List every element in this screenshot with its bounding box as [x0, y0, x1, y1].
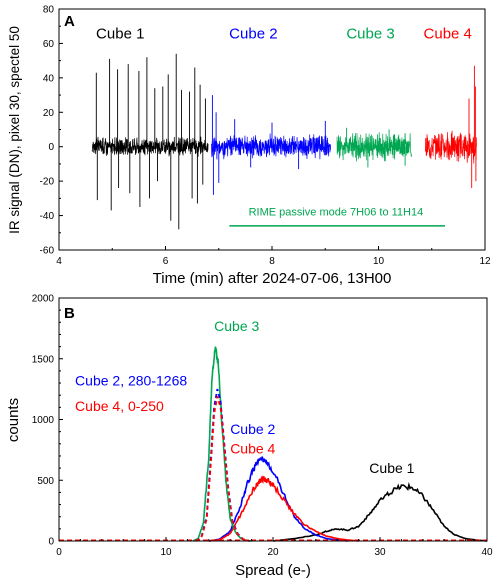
panel-b-series: [59, 346, 488, 542]
panel-b-x-axis-label: Spread (e-): [235, 562, 311, 579]
panel-a-series: [91, 53, 477, 230]
panel-a-letter: A: [64, 13, 75, 30]
panel-a-y-tick-label: -60: [40, 246, 55, 257]
panel-b-x-tick-label: 20: [267, 547, 279, 558]
panel-b-x-ticks: 0 10 20 30 40: [56, 537, 493, 558]
panel-b-y-axis-label: counts: [5, 398, 22, 442]
panel-a-label-cube-2: Cube 2: [229, 25, 277, 42]
panel-a-x-tick-label: 4: [56, 256, 62, 267]
panel-b-label-cube-2-280-1268: Cube 2, 280-1268: [75, 372, 187, 388]
panel-a-trace-cube-2: [210, 133, 331, 160]
panel-b-curve-cube-1: [272, 481, 488, 542]
panel-b-label-cube-1: Cube 1: [369, 460, 414, 476]
panel-b-x-tick-label: 10: [160, 547, 172, 558]
panel-a: A Cube 1 Cube 2 Cube 3 Cube 4 RIME passive …: [7, 5, 491, 288]
panel-a-cube-labels: Cube 1 Cube 2 Cube 3 Cube 4: [96, 25, 472, 42]
panel-a-x-ticks: 4 6 8 10 12: [56, 246, 491, 267]
panel-a-trace-cube-3: [336, 132, 412, 162]
panel-a-label-cube-4: Cube 4: [424, 25, 472, 42]
panel-b-y-tick-label: 500: [37, 476, 54, 487]
panel-b-y-tick-label: 2000: [32, 294, 55, 305]
panel-a-label-cube-1: Cube 1: [96, 25, 144, 42]
panel-b-label-cube-2: Cube 2: [230, 421, 275, 437]
panel-a-x-axis-label: Time (min) after 2024-07-06, 13H00: [153, 270, 392, 287]
panel-b-x-tick-label: 40: [481, 547, 493, 558]
panel-a-y-tick-label: -20: [40, 177, 55, 188]
panel-b-y-tick-label: 1500: [32, 354, 55, 365]
panel-a-y-tick-label: 0: [48, 142, 54, 153]
panel-b-y-tick-label: 0: [48, 537, 54, 548]
panel-b-curve-cube-2: [208, 456, 348, 542]
panel-a-annotation: RIME passive mode 7H06 to 11H14: [229, 207, 446, 227]
panel-a-trace-cube-1: [91, 136, 209, 157]
panel-b-label-cube-4-0-250: Cube 4, 0-250: [75, 398, 164, 414]
panel-b-frame: [58, 297, 488, 542]
panel-b-y-ticks: 0 500 1000 1500 2000: [32, 294, 63, 548]
panel-b-curve-cube-3: [192, 346, 252, 542]
panel-a-trace-cube-4: [425, 130, 477, 164]
panel-b-x-tick-label: 0: [56, 547, 62, 558]
panel-a-y-tick-label: 60: [43, 39, 55, 50]
panel-a-annotation-text: RIME passive mode 7H06 to 11H14: [249, 207, 424, 219]
panel-a-label-cube-3: Cube 3: [346, 25, 394, 42]
panel-a-x-tick-label: 8: [269, 256, 275, 267]
panel-b-label-cube-4: Cube 4: [230, 441, 275, 457]
panel-a-x-tick-label: 10: [373, 256, 385, 267]
panel-b-y-tick-label: 1000: [32, 415, 55, 426]
panel-a-y-axis-label: IR signal (DN), pixel 30, spectel 50: [7, 26, 22, 234]
panel-b-label-cube-3: Cube 3: [214, 318, 259, 334]
panel-a-y-tick-label: 80: [43, 5, 55, 16]
panel-a-y-tick-label: 20: [43, 108, 55, 119]
panel-b-curve-cube-4: [208, 475, 359, 542]
panel-a-x-tick-label: 12: [479, 256, 491, 267]
panel-b-curve-cube-4-0-250: [195, 396, 250, 542]
panel-a-x-tick-label: 6: [163, 256, 169, 267]
panel-a-y-tick-label: 40: [43, 73, 55, 84]
panel-a-y-tick-label: -40: [40, 211, 55, 222]
panel-b-series-labels: Cube 3 Cube 2, 280-1268 Cube 4, 0-250 Cube …: [75, 318, 415, 476]
panel-b-x-tick-label: 30: [374, 547, 386, 558]
panel-b-letter: B: [64, 305, 75, 322]
panel-a-y-ticks: -60 -40 -20 0 20 40 60 80: [40, 5, 63, 257]
